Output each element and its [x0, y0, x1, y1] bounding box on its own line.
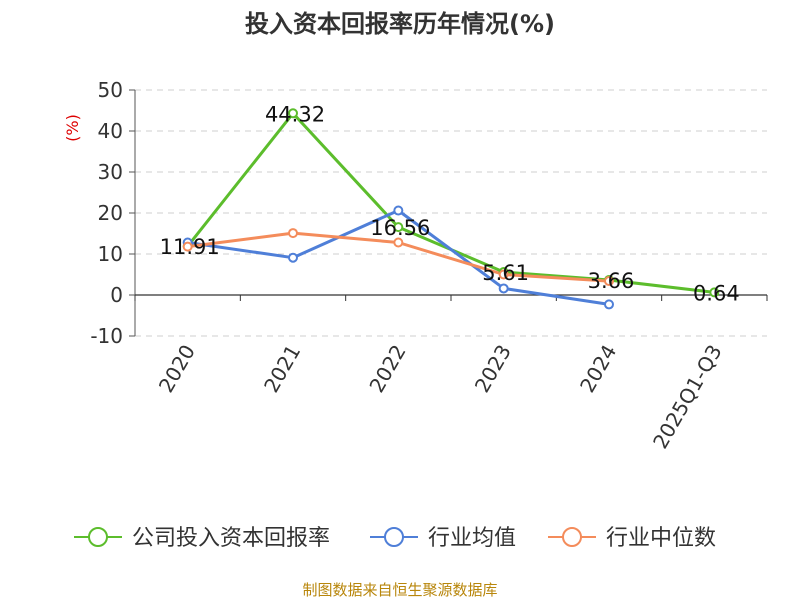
series-point-2	[288, 228, 298, 239]
series-point-2	[498, 269, 509, 280]
data-label: 0.64	[693, 281, 740, 305]
x-tick-label: 2021	[259, 341, 305, 397]
x-tick-label: 2020	[154, 341, 200, 397]
legend-marker-1	[384, 527, 404, 547]
data-labels: 11.91 44.32 16.56 5.61 3.66 0.64	[160, 102, 740, 305]
series-point-1	[393, 205, 404, 216]
chart-title: 投入资本回报率历年情况(%)	[245, 10, 555, 38]
legend-marker-0	[88, 527, 108, 547]
legend-label-1: 行业均值	[428, 526, 516, 551]
series-point-1	[604, 299, 614, 310]
data-label: 5.61	[482, 261, 529, 285]
series-point-0	[393, 222, 404, 233]
source-note: 制图数据来自恒生聚源数据库	[302, 581, 497, 599]
legend: 公司投入资本回报率 行业均值 行业中位数	[74, 526, 716, 551]
x-tick-label: 2025Q1-Q3	[648, 341, 727, 453]
series-point-1	[498, 283, 509, 294]
series-point-2	[393, 237, 404, 248]
legend-label-0: 公司投入资本回报率	[132, 526, 330, 551]
y-axis-label: (%)	[63, 114, 82, 142]
data-label: 16.56	[370, 216, 430, 240]
y-tick-label: 40	[98, 119, 123, 143]
x-tick-label: 2024	[575, 341, 621, 397]
data-label: 3.66	[588, 269, 635, 293]
series-point-0	[709, 287, 720, 298]
axes: -10 0 10 20 30 40 50 2020 2021 2022 2023 2024 2025Q1…	[90, 78, 768, 453]
y-tick-label: -10	[90, 324, 123, 348]
x-tick-label: 2022	[364, 341, 410, 397]
legend-label-2: 行业中位数	[606, 526, 716, 551]
data-label: 11.91	[160, 235, 220, 259]
legend-marker-2	[562, 527, 582, 547]
series-point-2	[604, 276, 614, 287]
series-line-0	[186, 111, 715, 294]
y-tick-label: 50	[98, 78, 123, 102]
data-label: 44.32	[265, 102, 325, 126]
series-point-2	[182, 241, 193, 252]
series-lines	[182, 108, 720, 310]
y-tick-label: 10	[98, 242, 123, 266]
y-tick-label: 20	[98, 201, 123, 225]
y-tick-label: 0	[110, 283, 123, 307]
x-tick-label: 2023	[470, 341, 516, 397]
y-tick-label: 30	[98, 160, 123, 184]
series-point-0	[288, 108, 298, 119]
series-point-1	[288, 252, 298, 263]
